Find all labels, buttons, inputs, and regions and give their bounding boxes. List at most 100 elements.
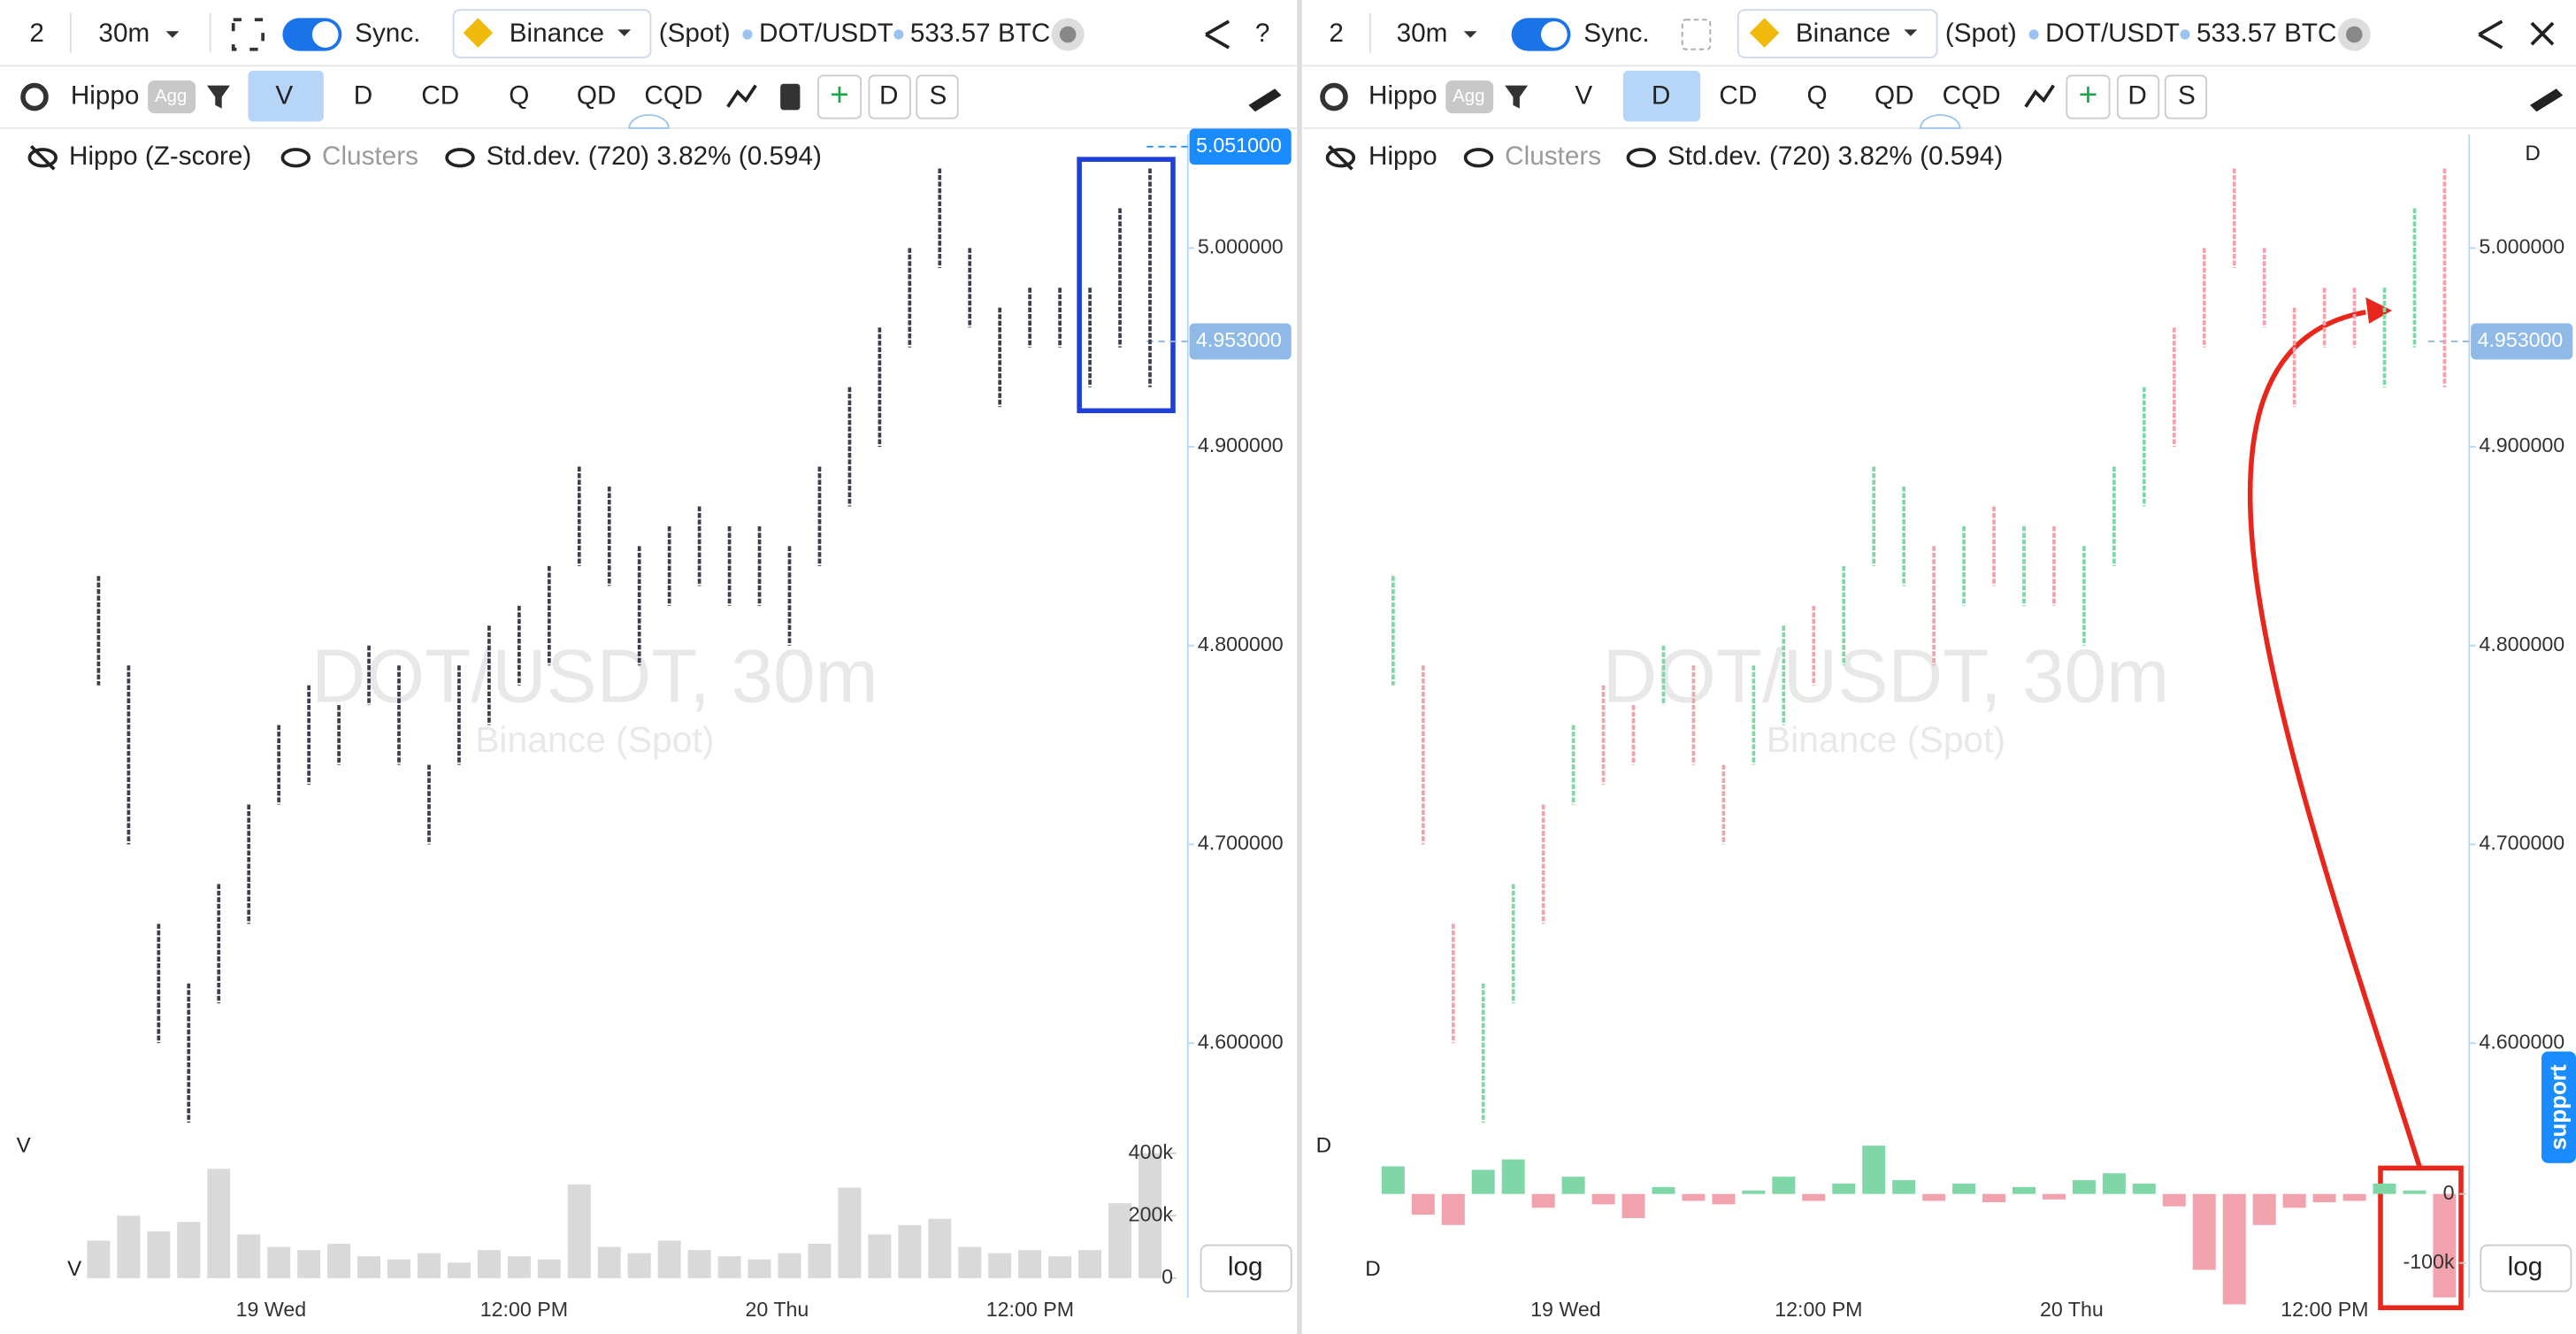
close-button[interactable] [2530, 21, 2555, 46]
volume-bar [1108, 1203, 1132, 1278]
collapse-tab[interactable] [1920, 114, 1961, 129]
toggle-knob [311, 21, 339, 48]
add-button-bg [2066, 74, 2111, 119]
ruler-icon[interactable] [1248, 88, 1282, 112]
delta-bar [1622, 1193, 1645, 1218]
share-icon[interactable] [1205, 19, 1230, 50]
dot [2028, 29, 2039, 40]
delta-bar [2252, 1193, 2276, 1225]
volume-bar [207, 1169, 231, 1278]
tab[interactable]: CQD [644, 80, 702, 110]
delta-bar [1802, 1193, 1826, 1201]
filter-icon[interactable] [207, 85, 230, 109]
last-price-bg [1189, 128, 1292, 165]
volume-bar [687, 1250, 711, 1278]
volume-bar [387, 1259, 411, 1278]
line-icon[interactable] [726, 84, 757, 108]
dropdown-caret [1904, 29, 1918, 36]
binance-logo [1749, 18, 1780, 48]
tab[interactable]: V [275, 80, 293, 110]
tab[interactable]: CD [421, 80, 459, 110]
indicator-name: Hippo [71, 80, 140, 110]
eye-icon[interactable] [445, 148, 475, 168]
tab[interactable]: V [1575, 80, 1592, 110]
ruler-icon[interactable] [2530, 88, 2564, 112]
collapse-tab[interactable] [628, 114, 670, 129]
charts: 4.600000 4.700000 4.800000 4.900000 5.000000… [87, 128, 2573, 1321]
x-tick-label: 20 Thu [746, 1298, 809, 1321]
help-button[interactable]: ? [1255, 19, 1270, 48]
d-button[interactable]: D [2128, 80, 2146, 110]
legend-hippo: Hippo [1368, 142, 1438, 171]
delta-bar [1742, 1190, 1766, 1194]
cursor-price-bg [1189, 323, 1292, 360]
link-icon[interactable] [1681, 19, 1712, 50]
eye-icon[interactable] [1463, 148, 1494, 168]
volume-bar [1018, 1250, 1042, 1278]
tab[interactable]: Q [509, 80, 529, 110]
log-button[interactable]: log [2508, 1253, 2543, 1282]
layout-button[interactable]: 2 [29, 19, 44, 48]
tab[interactable]: D [354, 80, 372, 110]
delta-bar [2042, 1193, 2066, 1200]
volume-bar [1138, 1153, 1162, 1278]
volume-bar [447, 1262, 471, 1278]
tab[interactable]: Q [1806, 80, 1827, 110]
hide-icon[interactable] [1325, 148, 1356, 168]
tab[interactable]: QD [577, 80, 617, 110]
delta-bar [1501, 1159, 1525, 1194]
share-icon[interactable] [2478, 19, 2503, 50]
legend-hippo: Hippo (Z-score) [69, 142, 251, 171]
annotation-arrow [2247, 310, 2423, 1169]
add-button[interactable]: + [2079, 75, 2098, 112]
tab[interactable]: D [1652, 80, 1670, 110]
y-tick-label: 4.800000 [2479, 632, 2564, 656]
delta-bar [1561, 1177, 1585, 1194]
left-legend: Hippo (Z-score) Clusters Std.dev. (720) … [27, 142, 822, 171]
filter-icon[interactable] [1505, 85, 1529, 109]
interval-button[interactable]: 30m [1397, 19, 1448, 48]
agg-badge[interactable] [148, 80, 196, 114]
settings-icon[interactable] [1320, 82, 1348, 111]
volume-bar [327, 1244, 351, 1278]
interval-button[interactable]: 30m [98, 19, 150, 48]
volume-bar [507, 1256, 531, 1278]
log-button[interactable]: log [1228, 1253, 1263, 1282]
volume-tick-label: 200k [1129, 1202, 1174, 1225]
d-button[interactable]: D [879, 80, 898, 110]
add-button[interactable]: + [830, 75, 849, 112]
layout-button[interactable]: 2 [1329, 19, 1344, 48]
tab[interactable]: CQD [1943, 80, 2001, 110]
y-tick-label: 4.800000 [1198, 632, 1284, 656]
tab[interactable]: CD [1719, 80, 1757, 110]
line-icon[interactable] [2024, 84, 2055, 108]
s-button[interactable]: S [2178, 80, 2196, 110]
volume-bar [117, 1215, 141, 1278]
volume-bar [928, 1218, 952, 1278]
pair: DOT/USDT [2045, 19, 2180, 48]
volume-bar [838, 1187, 862, 1278]
delta-bar [1441, 1193, 1465, 1225]
volume-tick-label: 0 [1162, 1265, 1173, 1288]
watermark-symbol: DOT/USDT, 30m [1603, 634, 2170, 718]
tab[interactable]: QD [1874, 80, 1914, 110]
delta-bar [2282, 1193, 2306, 1208]
delta-bar [2342, 1193, 2366, 1201]
hide-icon[interactable] [27, 148, 58, 168]
x-tick-label: 12:00 PM [480, 1298, 568, 1321]
eye-icon[interactable] [280, 148, 310, 168]
agg-label: Agg [155, 87, 187, 106]
button-bg [2116, 74, 2160, 119]
doc-icon[interactable] [780, 83, 801, 111]
settings-icon[interactable] [20, 82, 49, 111]
delta-bar [1952, 1183, 1976, 1194]
exchange-select[interactable] [452, 9, 652, 58]
screenshot-icon[interactable] [231, 18, 264, 51]
volume-bar [958, 1246, 982, 1278]
exchange-select[interactable] [1736, 9, 1938, 58]
delta-bar [2102, 1173, 2126, 1194]
eye-icon[interactable] [1626, 148, 1657, 168]
support-tab[interactable] [2542, 1051, 2576, 1163]
agg-badge[interactable] [1445, 80, 1494, 114]
s-button[interactable]: S [930, 80, 947, 110]
